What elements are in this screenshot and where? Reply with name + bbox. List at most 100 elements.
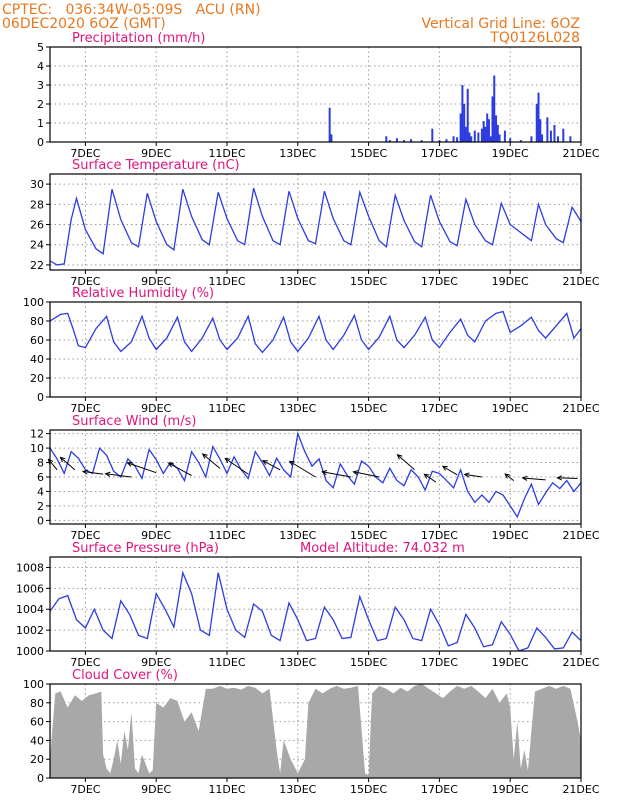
x-tick-label: 7DEC <box>70 147 100 160</box>
precip-bar <box>546 117 549 142</box>
precip-bar <box>491 96 494 142</box>
x-tick-label: 19DEC <box>492 656 529 669</box>
x-tick-label: 15DEC <box>350 275 387 288</box>
x-tick-label: 19DEC <box>492 529 529 542</box>
x-tick-label: 9DEC <box>141 402 171 415</box>
x-tick-label: 17DEC <box>421 529 458 542</box>
precip-bar <box>459 113 462 142</box>
wind-arrow <box>322 471 351 478</box>
x-tick-label: 7DEC <box>70 275 100 288</box>
precip-bar <box>495 115 498 142</box>
x-tick-label: 9DEC <box>141 529 171 542</box>
precip-bar <box>388 140 391 142</box>
wind-arrow <box>522 477 546 481</box>
x-tick-label: 13DEC <box>279 402 316 415</box>
y-tick-label: 40 <box>30 734 44 747</box>
y-tick-label: 3 <box>37 79 44 92</box>
x-tick-label: 13DEC <box>279 275 316 288</box>
x-tick-label: 21DEC <box>562 147 599 160</box>
y-tick-label: 22 <box>30 259 44 272</box>
precip-bar <box>556 136 559 142</box>
precip-bar <box>549 130 552 142</box>
x-tick-label: 7DEC <box>70 529 100 542</box>
panel-frame <box>49 301 582 398</box>
wind-arrow-head <box>261 460 268 465</box>
x-tick-label: 11DEC <box>208 656 245 669</box>
x-tick-label: 15DEC <box>350 656 387 669</box>
wind-arrow <box>105 473 132 478</box>
wind-line <box>50 431 581 519</box>
x-tick-label: 7DEC <box>70 656 100 669</box>
y-tick-label: 2 <box>37 500 44 513</box>
y-tick-label: 6 <box>37 471 44 484</box>
panel-frame <box>49 46 582 143</box>
wind-arrow <box>262 460 281 471</box>
wind-arrow-head <box>463 472 470 478</box>
model-altitude-label: Model Altitude: 74.032 m <box>300 541 465 556</box>
y-tick-label: 1004 <box>16 603 44 616</box>
x-tick-label: 13DEC <box>279 147 316 160</box>
wind-arrow <box>289 460 316 478</box>
wind-arrow-head <box>126 461 133 467</box>
header-line2-left: 06DEC2020 6OZ (GMT) <box>2 16 166 32</box>
header-line1-left: CPTEC: 036:34W-05:09S ACU (RN) <box>2 2 261 18</box>
wind-arrow-head <box>504 473 511 479</box>
panel-title: Surface Temperature (nC) <box>72 158 240 173</box>
precip-bar <box>553 124 556 142</box>
x-tick-label: 7DEC <box>70 402 100 415</box>
x-tick-label: 21DEC <box>562 783 599 796</box>
wind-arrow <box>397 454 415 471</box>
y-tick-label: 26 <box>30 219 44 232</box>
cloud-area <box>50 684 581 778</box>
y-tick-label: 8 <box>37 457 44 470</box>
x-tick-label: 17DEC <box>421 402 458 415</box>
precip-bar <box>463 104 466 142</box>
y-tick-label: 80 <box>30 315 44 328</box>
x-tick-label: 7DEC <box>70 783 100 796</box>
precip-bar <box>395 138 398 142</box>
precip-bar <box>530 136 533 142</box>
wind-arrow-head <box>352 470 359 476</box>
y-tick-label: 80 <box>30 697 44 710</box>
wind-arrow <box>464 473 482 478</box>
x-tick-label: 11DEC <box>208 402 245 415</box>
x-tick-label: 11DEC <box>208 275 245 288</box>
precip-bar <box>487 119 490 142</box>
precip-bar <box>420 140 423 142</box>
precip-bar <box>496 124 499 142</box>
x-tick-label: 19DEC <box>492 275 529 288</box>
panel-title: Relative Humidity (%) <box>72 286 214 301</box>
precip-bar <box>484 126 487 142</box>
precip-bar <box>452 136 455 142</box>
wind-arrow-head <box>556 475 563 481</box>
y-tick-label: 12 <box>30 428 44 441</box>
precip-bar <box>535 104 538 142</box>
y-tick-label: 0 <box>37 514 44 527</box>
precip-bar <box>468 132 471 142</box>
wind-arrow-head <box>104 471 111 477</box>
pres-line <box>50 570 581 651</box>
precip-bar <box>493 75 496 142</box>
header-line2-right: TQ0126L028 <box>489 30 580 46</box>
x-tick-label: 17DEC <box>421 147 458 160</box>
precip-bar <box>486 113 489 142</box>
panel-frame <box>49 683 582 779</box>
precip-bar <box>498 134 501 142</box>
y-tick-label: 1002 <box>16 624 44 637</box>
precip-bar <box>541 134 544 142</box>
x-tick-label: 9DEC <box>141 783 171 796</box>
precip-bar <box>466 88 469 142</box>
precip-bar <box>503 130 506 142</box>
precip-bar <box>330 134 333 142</box>
wind-arrow <box>127 462 157 474</box>
panel-cloud: 0 20 40 60 80 100 7DEC 9DEC 11DEC 13DEC 15DEC 17DEC… <box>23 668 600 796</box>
wind-arrow <box>557 477 578 479</box>
precip-bar <box>461 85 464 142</box>
x-tick-label: 19DEC <box>492 147 529 160</box>
wind-arrow <box>504 473 515 482</box>
y-tick-label: 60 <box>30 716 44 729</box>
precip-bar <box>482 121 485 142</box>
y-tick-label: 0 <box>37 772 44 785</box>
